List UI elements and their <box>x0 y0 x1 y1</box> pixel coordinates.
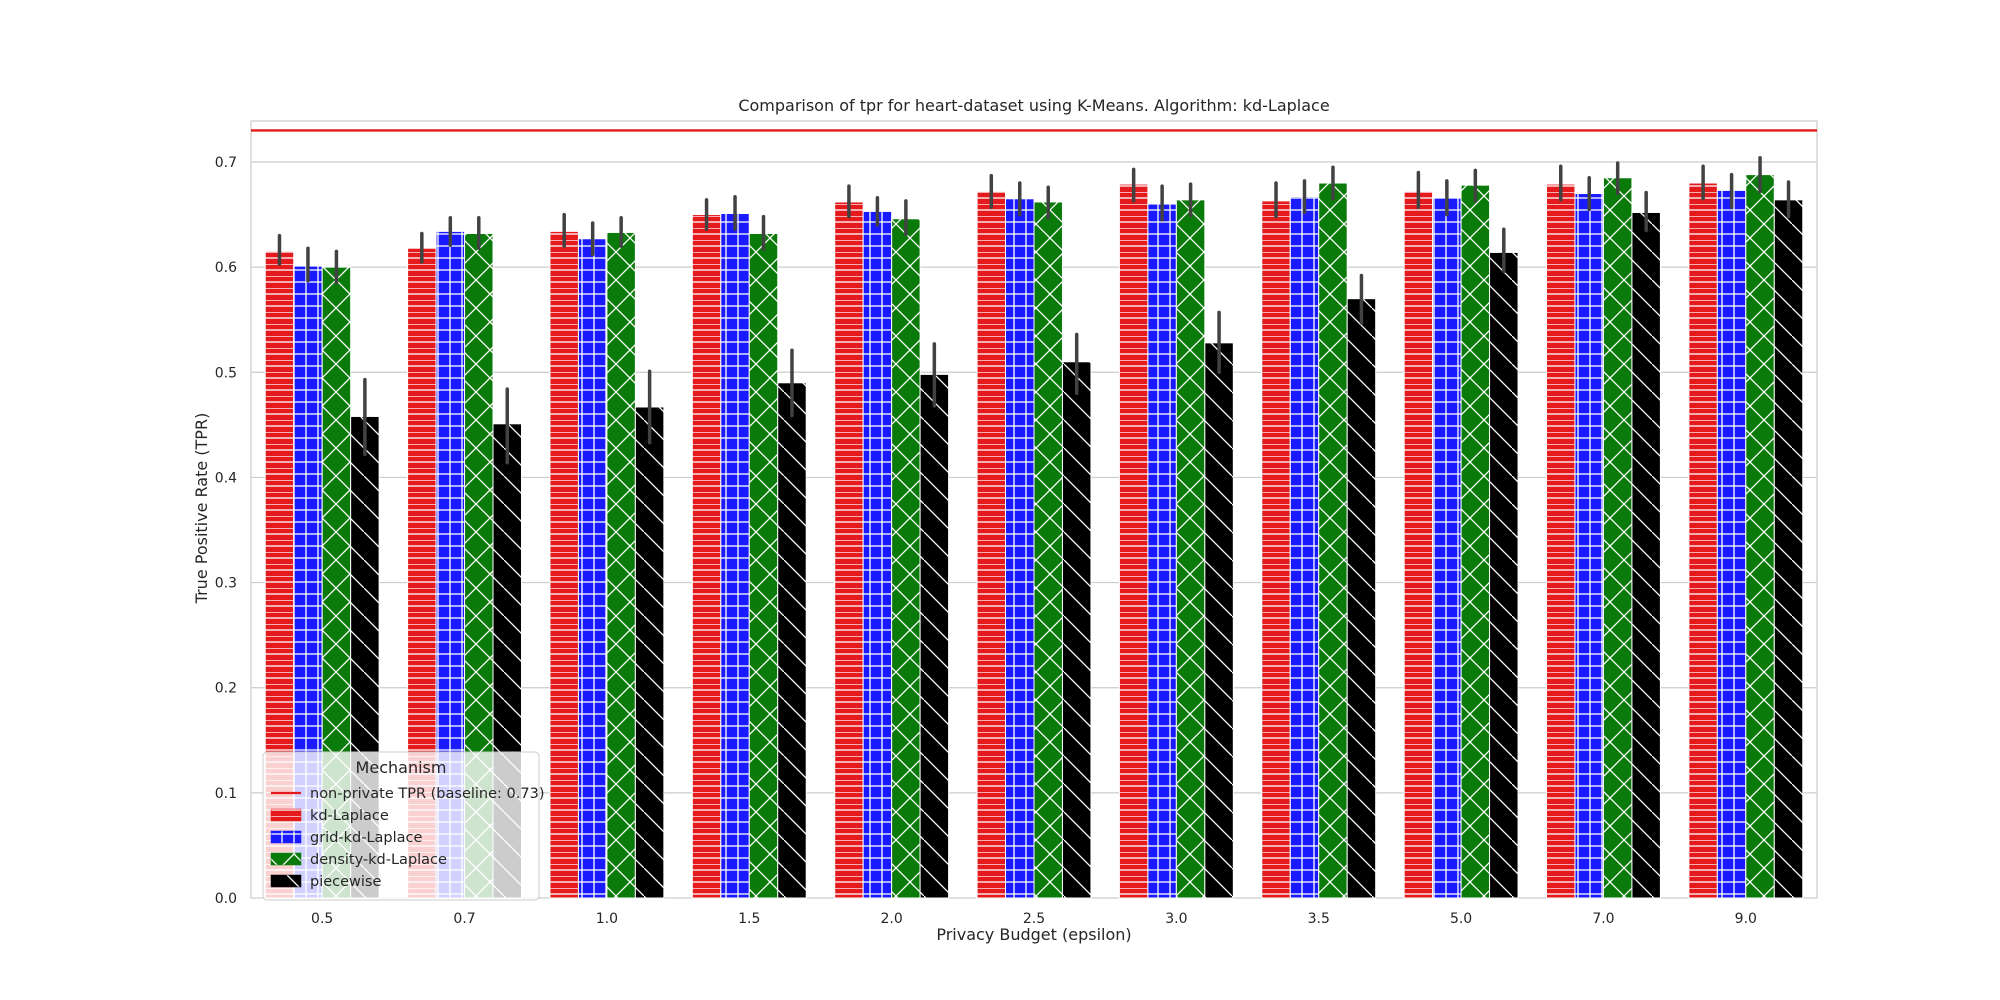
y-tick-label: 0.4 <box>215 470 237 486</box>
bar-grid-kd-laplace-1.0 <box>577 238 608 899</box>
bar-grid-kd-laplace-5.0 <box>1432 197 1462 899</box>
legend-swatch-density-kd-laplace <box>270 852 302 866</box>
chart-title: Comparison of tpr for heart-dataset usin… <box>738 96 1329 115</box>
x-tick-label: 0.7 <box>453 911 475 927</box>
y-tick-label: 0.5 <box>215 365 237 381</box>
bar-piecewise-1.0 <box>634 406 665 899</box>
bar-grid-kd-laplace-3.0 <box>1147 203 1177 899</box>
bar-density-kd-laplace-9.0 <box>1745 174 1775 899</box>
x-tick-label: 7.0 <box>1592 911 1614 927</box>
legend-label-piecewise: piecewise <box>310 874 381 890</box>
bar-density-kd-laplace-1.5 <box>748 232 779 899</box>
bar-kd-laplace-5.0 <box>1403 190 1434 899</box>
bar-grid-kd-laplace-7.0 <box>1574 193 1604 899</box>
x-tick-label: 0.5 <box>311 911 333 927</box>
legend-label-kd-laplace: kd-Laplace <box>310 808 389 824</box>
x-tick-label: 1.5 <box>738 911 760 927</box>
bar-kd-laplace-3.5 <box>1261 200 1291 899</box>
legend-box <box>262 751 540 901</box>
x-tick-label: 3.5 <box>1308 911 1330 927</box>
bar-kd-laplace-9.0 <box>1688 182 1718 899</box>
bar-grid-kd-laplace-9.0 <box>1716 189 1747 899</box>
bar-kd-laplace-2.5 <box>976 190 1007 899</box>
y-tick-label: 0.1 <box>215 786 237 802</box>
x-tick-label: 9.0 <box>1735 911 1757 927</box>
legend-baseline-label: non-private TPR (baseline: 0.73) <box>310 786 544 802</box>
bar-kd-laplace-1.5 <box>691 214 722 899</box>
bar-piecewise-1.5 <box>777 382 807 899</box>
bar-piecewise-3.5 <box>1346 298 1377 899</box>
y-tick-label: 0.6 <box>215 260 237 276</box>
bar-piecewise-3.0 <box>1204 342 1234 899</box>
legend: Mechanism non-private TPR (baseline: 0.73… <box>262 751 544 901</box>
y-tick-label: 0.2 <box>215 681 237 697</box>
bar-piecewise-7.0 <box>1631 211 1661 899</box>
bar-kd-laplace-2.0 <box>834 201 864 899</box>
bar-density-kd-laplace-2.0 <box>891 218 921 899</box>
x-tick-label: 5.0 <box>1450 911 1472 927</box>
bar-grid-kd-laplace-2.5 <box>1005 198 1035 899</box>
bar-density-kd-laplace-3.0 <box>1175 199 1206 899</box>
legend-swatch-grid-kd-laplace <box>270 830 302 844</box>
bar-piecewise-9.0 <box>1773 199 1804 899</box>
bar-density-kd-laplace-2.5 <box>1033 201 1063 899</box>
x-tick-label: 1.0 <box>596 911 618 927</box>
legend-swatch-piecewise <box>270 874 302 888</box>
bar-density-kd-laplace-7.0 <box>1602 177 1633 899</box>
x-tick-label: 2.5 <box>1023 911 1045 927</box>
bar-kd-laplace-1.0 <box>549 230 579 899</box>
legend-label-grid-kd-laplace: grid-kd-Laplace <box>310 830 423 846</box>
x-axis-label: Privacy Budget (epsilon) <box>936 925 1131 944</box>
legend-label-density-kd-laplace: density-kd-Laplace <box>310 852 447 868</box>
bar-kd-laplace-3.0 <box>1118 183 1149 899</box>
y-tick-label: 0.7 <box>215 155 237 171</box>
y-tick-label: 0.0 <box>215 891 237 907</box>
x-tick-label: 2.0 <box>881 911 903 927</box>
y-axis-label: True Positive Rate (TPR) <box>192 413 211 605</box>
y-tick-label: 0.3 <box>215 576 237 592</box>
plot-area: 0.0 0.1 0.2 0.3 0.4 0.5 0.6 0.7 0.5 0.7 1.0 1.5 2.0 2… <box>215 120 1818 927</box>
bar-grid-kd-laplace-1.5 <box>720 213 750 899</box>
bar-density-kd-laplace-5.0 <box>1460 184 1491 899</box>
legend-swatch-kd-laplace <box>270 808 302 822</box>
bar-grid-kd-laplace-3.5 <box>1289 196 1320 899</box>
bar-piecewise-2.5 <box>1061 361 1092 899</box>
bar-piecewise-5.0 <box>1489 251 1519 899</box>
legend-title: Mechanism <box>356 758 447 777</box>
x-tick-label: 3.0 <box>1165 911 1187 927</box>
bar-density-kd-laplace-1.0 <box>606 231 636 899</box>
bar-kd-laplace-7.0 <box>1546 183 1576 899</box>
bar-density-kd-laplace-3.5 <box>1318 182 1348 899</box>
bar-grid-kd-laplace-2.0 <box>862 210 893 899</box>
bar-piecewise-2.0 <box>919 373 950 899</box>
